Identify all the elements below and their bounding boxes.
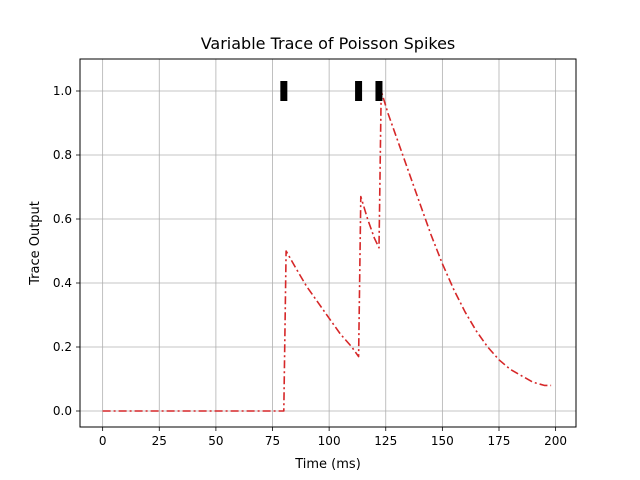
chart-title: Variable Trace of Poisson Spikes <box>201 34 456 53</box>
spike-series <box>280 81 383 101</box>
y-tick-label: 1.0 <box>53 84 72 98</box>
y-tick-label: 0.2 <box>53 340 72 354</box>
x-tick-label: 25 <box>152 434 167 448</box>
trace-line <box>102 90 552 412</box>
y-tick-label: 0.0 <box>53 404 72 418</box>
x-tick-label: 50 <box>208 434 223 448</box>
x-tick-label: 175 <box>488 434 511 448</box>
plot-area-frame <box>79 58 577 428</box>
y-tick-label: 0.8 <box>53 148 72 162</box>
y-tick-label: 0.4 <box>53 276 72 290</box>
x-tick-label: 150 <box>431 434 454 448</box>
x-tick-label: 100 <box>318 434 341 448</box>
spike-marker <box>280 81 288 101</box>
x-tick-label: 200 <box>544 434 567 448</box>
x-axis-title: Time (ms) <box>294 457 361 472</box>
y-axis-title: Trace Output <box>28 201 43 286</box>
x-tick-label: 125 <box>374 434 397 448</box>
y-axis-ticks: 0.0 0.2 0.4 0.6 0.8 1.0 <box>53 84 80 418</box>
x-tick-label: 75 <box>265 434 280 448</box>
spike-marker <box>355 81 363 101</box>
y-tick-label: 0.6 <box>53 212 72 226</box>
trace-series <box>102 90 552 412</box>
grid <box>80 59 576 427</box>
x-tick-label: 0 <box>99 434 107 448</box>
x-axis-ticks: 0 25 50 75 100 125 150 175 200 <box>99 427 567 448</box>
spike-marker <box>375 81 383 101</box>
